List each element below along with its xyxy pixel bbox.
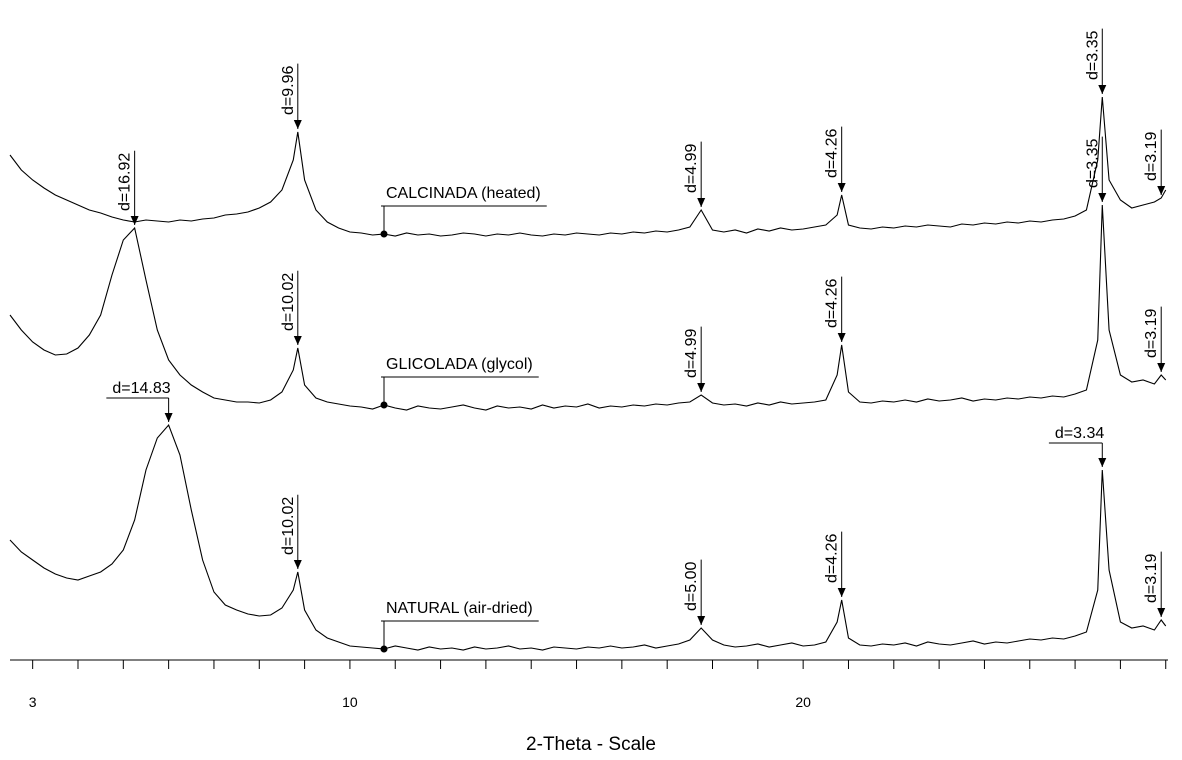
peak-label: d=9.96 [280, 66, 297, 115]
peak-label: d=3.19 [1143, 554, 1160, 603]
peak-label: d=16.92 [117, 153, 134, 211]
x-tick-label: 20 [795, 694, 811, 710]
x-tick-label: 3 [29, 694, 37, 710]
peak-arrowhead [837, 183, 846, 192]
diffraction-curve [9, 423, 1167, 651]
peak-arrowhead [130, 216, 139, 225]
peak-label: d=3.19 [1143, 132, 1160, 181]
x-tick-label: 10 [342, 694, 358, 710]
peak-arrowhead [697, 198, 706, 207]
peak-label: d=4.26 [824, 129, 841, 178]
peak-arrowhead [1098, 193, 1107, 202]
peak-arrowhead [1157, 363, 1166, 372]
series-label: GLICOLADA (glycol) [386, 356, 533, 373]
peak-arrowhead [293, 120, 302, 129]
peak-arrowhead [164, 413, 173, 422]
diffraction-curve [9, 204, 1167, 411]
diffraction-curve [9, 96, 1167, 237]
peak-label: d=10.02 [280, 497, 297, 555]
series-label: NATURAL (air-dried) [386, 600, 533, 617]
x-axis-title: 2-Theta - Scale [526, 734, 656, 755]
peak-label: d=3.34 [1055, 425, 1104, 442]
peak-arrowhead [1098, 85, 1107, 94]
peak-arrowhead [697, 383, 706, 392]
peak-arrowhead [1157, 608, 1166, 617]
peak-arrowhead [837, 588, 846, 597]
peak-arrowhead [837, 333, 846, 342]
peak-label: d=3.19 [1143, 309, 1160, 358]
peak-label: d=4.26 [824, 279, 841, 328]
peak-label: d=4.99 [683, 144, 700, 193]
peak-arrowhead [1157, 186, 1166, 195]
peak-label: d=14.83 [112, 380, 170, 397]
series-label: CALCINADA (heated) [386, 185, 541, 202]
peak-arrowhead [697, 616, 706, 625]
peak-label: d=4.26 [824, 534, 841, 583]
peak-label: d=5.00 [683, 562, 700, 611]
peak-label: d=3.35 [1084, 139, 1101, 188]
peak-label: d=4.99 [683, 329, 700, 378]
peak-label: d=10.02 [280, 273, 297, 331]
peak-arrowhead [1098, 458, 1107, 467]
peak-arrowhead [293, 560, 302, 569]
peak-label: d=3.35 [1084, 31, 1101, 80]
peak-arrowhead [293, 336, 302, 345]
